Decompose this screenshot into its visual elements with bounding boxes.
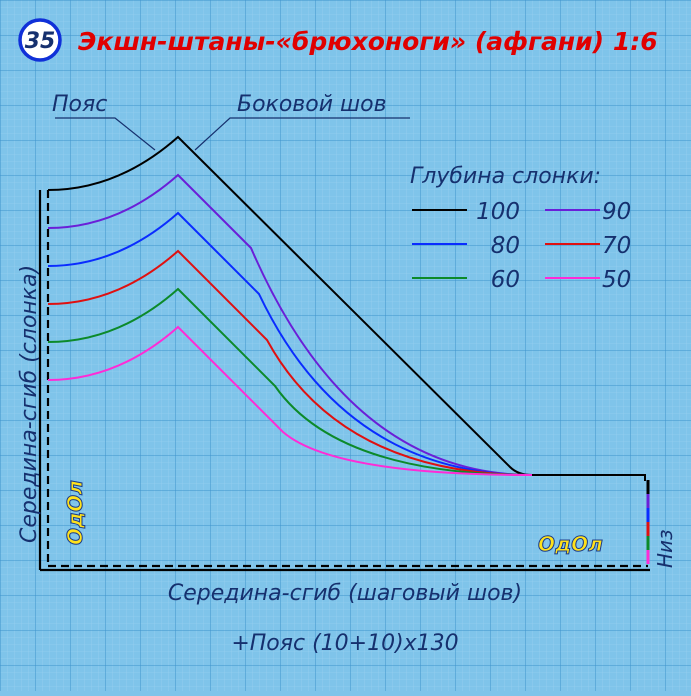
legend-label-90: 90 bbox=[602, 199, 631, 225]
waist-pointer bbox=[55, 117, 156, 151]
curve-depth-80 bbox=[47, 211, 533, 476]
badge-circle bbox=[18, 18, 62, 62]
legend-label-100: 100 bbox=[476, 199, 520, 225]
waistband-note: +Пояс (10+10)x130 bbox=[231, 631, 458, 656]
legend-label-80: 80 bbox=[491, 233, 520, 259]
curve-depth-90 bbox=[47, 173, 533, 476]
side-seam-pointer bbox=[194, 117, 410, 151]
bottom-fold-label: Середина-сгиб (шаговый шов) bbox=[168, 581, 522, 606]
badge-number: 35 bbox=[25, 29, 56, 54]
legend-label-60: 60 bbox=[491, 267, 520, 293]
legend-label-50: 50 bbox=[602, 267, 631, 293]
label-pointers bbox=[55, 117, 410, 151]
hem-label: Низ bbox=[653, 529, 677, 568]
frame-solid-edges bbox=[38, 190, 650, 572]
legend-label-70: 70 bbox=[602, 233, 631, 259]
number-badge: 35 bbox=[18, 18, 62, 62]
page-title: Экшн-штаны-«брюхоноги» (афгани) 1:6 bbox=[78, 27, 658, 56]
legend: Глубина слонки: 100 90 80 70 60 50 bbox=[410, 164, 631, 293]
left-fold-label: Середина-сгиб (слонка) bbox=[17, 265, 42, 543]
waist-label: Пояс bbox=[52, 92, 107, 117]
curve-depth-70 bbox=[47, 249, 533, 476]
watermark-left: ОдОл bbox=[63, 480, 87, 545]
side-seam-label: Боковой шов bbox=[237, 92, 387, 117]
pattern-curves bbox=[47, 135, 646, 481]
watermark-right: ОдОл bbox=[538, 532, 603, 556]
legend-title: Глубина слонки: bbox=[410, 164, 601, 189]
curve-depth-60 bbox=[47, 287, 533, 476]
fold-frame bbox=[46, 190, 648, 568]
legend-items: 100 90 80 70 60 50 bbox=[412, 199, 631, 293]
curve-depth-50 bbox=[47, 325, 533, 476]
